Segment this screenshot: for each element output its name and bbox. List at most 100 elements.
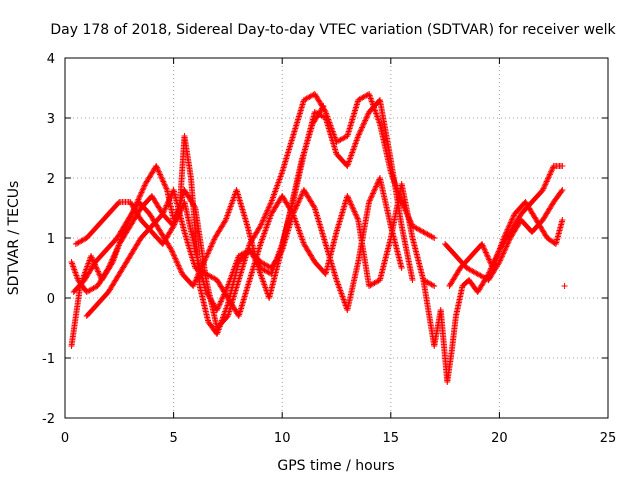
data-point [215, 302, 222, 309]
data-point [358, 125, 365, 132]
data-point [561, 283, 568, 289]
data-point [263, 208, 270, 215]
data-point [140, 185, 147, 192]
data-point [170, 223, 177, 229]
data-point [264, 207, 271, 214]
y-tick-labels: -2 -1 0 1 2 3 4 [42, 52, 55, 427]
data-point [139, 186, 146, 193]
data-point [366, 199, 373, 205]
data-point [153, 164, 160, 171]
data-point [137, 192, 144, 199]
data-point [160, 178, 167, 185]
data-point [173, 217, 180, 224]
data-point [295, 198, 302, 205]
data-point [158, 174, 165, 181]
data-point [359, 123, 366, 130]
data-point [297, 195, 304, 202]
data-point [89, 255, 96, 262]
data-point [257, 223, 264, 229]
data-point [367, 196, 374, 203]
data-point [166, 195, 173, 202]
data-point [265, 206, 272, 213]
data-point [258, 221, 265, 228]
data-point [162, 205, 169, 212]
data-point [296, 196, 303, 203]
data-point [293, 203, 300, 210]
y-tick-label: 0 [47, 292, 55, 307]
data-point [368, 193, 375, 200]
data-point [298, 192, 305, 199]
data-point [214, 307, 221, 313]
y-tick-label: 3 [47, 112, 55, 127]
data-point [362, 117, 369, 124]
data-point [364, 111, 371, 118]
data-point [171, 220, 178, 227]
data-point [364, 113, 371, 120]
data-point [219, 294, 226, 301]
x-tick-labels: 0 5 10 15 20 25 [61, 431, 616, 446]
data-point [369, 191, 376, 198]
data-point [139, 188, 146, 195]
data-point [95, 268, 102, 275]
data-point [154, 165, 161, 172]
data-point [156, 170, 163, 177]
data-point [294, 201, 301, 208]
x-tick-label: 5 [169, 431, 177, 446]
data-point [155, 167, 162, 174]
data-point [371, 186, 378, 193]
data-point [311, 203, 318, 210]
data-point [136, 193, 143, 200]
chart-title: Day 178 of 2018, Sidereal Day-to-day VTE… [50, 22, 616, 38]
data-point [214, 305, 221, 312]
x-tick-label: 15 [383, 431, 400, 446]
data-points [68, 91, 568, 385]
data-point [138, 189, 145, 196]
data-point [361, 118, 368, 125]
data-point [167, 194, 174, 201]
data-point [362, 116, 369, 123]
data-point [162, 184, 169, 191]
x-tick-label: 25 [600, 431, 617, 446]
data-point [431, 235, 438, 241]
data-point [363, 114, 370, 121]
data-point [370, 189, 377, 196]
data-point [160, 209, 167, 216]
data-point [164, 201, 171, 208]
data-point [398, 265, 405, 271]
data-point [169, 224, 176, 231]
data-point [159, 211, 166, 217]
data-point [372, 184, 379, 191]
data-point [137, 190, 144, 197]
data-point [224, 284, 231, 291]
data-point [360, 121, 367, 128]
y-tick-label: 4 [47, 52, 55, 67]
data-point [159, 177, 166, 184]
data-point [88, 253, 95, 259]
data-point [94, 267, 101, 274]
data-point [367, 194, 374, 201]
data-point [158, 175, 165, 182]
data-point [95, 269, 102, 276]
x-tick-label: 10 [274, 431, 291, 446]
data-point [262, 211, 269, 218]
data-point [260, 217, 267, 224]
data-point [157, 172, 164, 179]
data-point [162, 182, 169, 189]
data-point [429, 234, 436, 241]
data-point [261, 214, 268, 221]
data-point [373, 182, 380, 189]
data-point [297, 194, 304, 201]
data-point [153, 163, 160, 169]
data-point [263, 210, 270, 217]
data-point [160, 179, 167, 186]
data-point [369, 190, 376, 197]
x-tick-label: 20 [491, 431, 508, 446]
y-tick-label: 1 [47, 232, 55, 247]
data-point [216, 301, 223, 308]
data-point [218, 297, 225, 304]
data-point [371, 187, 378, 194]
data-point [88, 254, 95, 261]
data-point [267, 200, 274, 207]
data-point [96, 271, 103, 278]
data-point [266, 203, 273, 210]
